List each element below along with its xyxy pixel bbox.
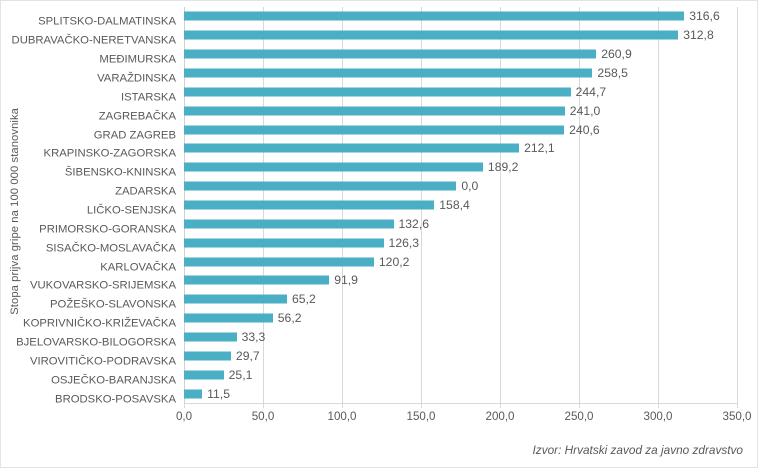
- bar-value-label: 260,9: [601, 47, 632, 62]
- bar: [184, 30, 679, 40]
- gridline: [500, 7, 501, 403]
- bar: [184, 370, 224, 380]
- bar: [184, 162, 483, 172]
- category-label: KARLOVAČKA: [100, 260, 176, 273]
- category-label: SPLITSKO-DALMATINSKA: [38, 15, 176, 28]
- x-axis-line: [184, 403, 737, 404]
- bar: [184, 294, 288, 304]
- bar: [184, 275, 330, 285]
- category-label: VIROVITIČKO-PODRAVSKA: [29, 355, 176, 368]
- bar: [184, 351, 231, 361]
- plot-area: 316,6 312,8 260,9 258,5 244,7 241,0 240,6 212,1…: [184, 7, 738, 403]
- x-tick-label: 250,0: [564, 410, 594, 423]
- bar-series: 316,6 312,8 260,9 258,5 244,7 241,0 240,6 212,1…: [184, 7, 737, 403]
- category-label: PRIMORSKO-GORANSKA: [39, 223, 176, 236]
- bar-value-label: 312,8: [683, 28, 714, 43]
- category-label: BJELOVARSKO-BILOGORSKA: [16, 336, 176, 349]
- bar: [184, 313, 273, 323]
- category-label: VARAŽDINSKA: [97, 72, 176, 85]
- bar-value-label: 33,3: [241, 329, 266, 344]
- bar-value-label: 189,2: [487, 160, 519, 175]
- x-tick-mark: [342, 403, 343, 408]
- bar: [184, 219, 394, 229]
- gridline: [737, 7, 738, 403]
- category-label: ZADARSKA: [115, 185, 176, 198]
- bar-value-label: 56,2: [277, 311, 302, 326]
- bar-value-label: 158,4: [439, 197, 470, 212]
- gridline: [579, 7, 580, 403]
- bar: [184, 200, 435, 210]
- bar: [184, 257, 374, 267]
- bar-value-label: 120,2: [378, 254, 410, 269]
- category-label: POŽEŠKO-SLAVONSKA: [50, 298, 176, 311]
- source-note: Izvor: Hrvatski zavod za javno zdravstvo: [532, 443, 743, 457]
- category-label: KOPRIVNIČKO-KRIŽEVAČKA: [23, 317, 176, 330]
- bar-value-label: 126,3: [388, 235, 420, 250]
- bar-value-label: 132,6: [398, 216, 430, 231]
- x-tick-mark: [500, 403, 501, 408]
- bar: [184, 68, 593, 78]
- category-label: DUBRAVAČKO-NERETVANSKA: [11, 34, 176, 47]
- x-tick-label: 300,0: [643, 410, 673, 423]
- category-label: OSJEČKO-BARANJSKA: [51, 374, 176, 387]
- bar-value-label: 241,0: [569, 103, 601, 118]
- bar-value-label: 244,7: [575, 84, 607, 99]
- bar-value-label: 316,6: [689, 9, 720, 24]
- y-axis-title-text: Stopa prijva gripe na 100 000 stanovnika: [9, 107, 21, 315]
- x-tick-mark: [421, 403, 422, 408]
- category-label: KRAPINSKO-ZAGORSKA: [43, 147, 176, 160]
- category-axis-labels: SPLITSKO-DALMATINSKA DUBRAVAČKO-NERETVANS…: [12, 7, 180, 405]
- bar: [184, 49, 597, 59]
- x-tick-mark: [579, 403, 580, 408]
- gridline: [658, 7, 659, 403]
- category-label: LIČKO-SENJSKA: [86, 204, 176, 217]
- category-label: ŠIBENSKO-KNINSKA: [64, 166, 176, 179]
- x-tick-mark: [737, 403, 738, 408]
- bar: [184, 389, 203, 399]
- bar: [184, 238, 384, 248]
- x-tick-label: 200,0: [485, 410, 515, 423]
- bar: [184, 106, 565, 116]
- category-label: BRODSKO-POSAVSKA: [55, 392, 176, 405]
- x-tick-label: 150,0: [406, 410, 436, 423]
- bar: [184, 143, 520, 153]
- bar-value-label: 258,5: [597, 65, 628, 80]
- bar: [184, 332, 237, 342]
- bar-value-label: 65,2: [292, 292, 316, 307]
- category-label: VUKOVARSKO-SRIJEMSKA: [29, 279, 176, 292]
- x-tick-label: 50,0: [251, 410, 275, 423]
- category-label: GRAD ZAGREB: [93, 128, 176, 141]
- bar: [184, 125, 565, 135]
- x-tick-mark: [263, 403, 264, 408]
- bar-value-label: 0,0: [461, 179, 479, 194]
- category-label: MEĐIMURSKA: [99, 53, 176, 66]
- x-tick-label: 100,0: [327, 410, 357, 423]
- bar-value-label: 25,1: [228, 367, 253, 382]
- bar-value-label: 29,7: [235, 348, 260, 363]
- bar-value-label: 240,6: [569, 122, 600, 137]
- x-tick-label: 0,0: [175, 410, 193, 423]
- category-label: ISTARSKA: [120, 91, 176, 104]
- category-label: ZAGREBAČKA: [98, 110, 176, 123]
- y-axis-title: Stopa prijva gripe na 100 000 stanovnika: [3, 1, 27, 421]
- bar-value-label: 11,5: [207, 386, 230, 401]
- bar: [184, 11, 685, 21]
- bar-value-label: 91,9: [334, 273, 358, 288]
- bar: [184, 181, 457, 191]
- x-tick-mark: [658, 403, 659, 408]
- bar: [184, 87, 571, 97]
- x-tick-mark: [184, 403, 185, 408]
- x-tick-label: 350,0: [722, 410, 752, 423]
- bar-value-label: 212,1: [524, 141, 555, 156]
- category-label: SISAČKO-MOSLAVAČKA: [45, 242, 176, 255]
